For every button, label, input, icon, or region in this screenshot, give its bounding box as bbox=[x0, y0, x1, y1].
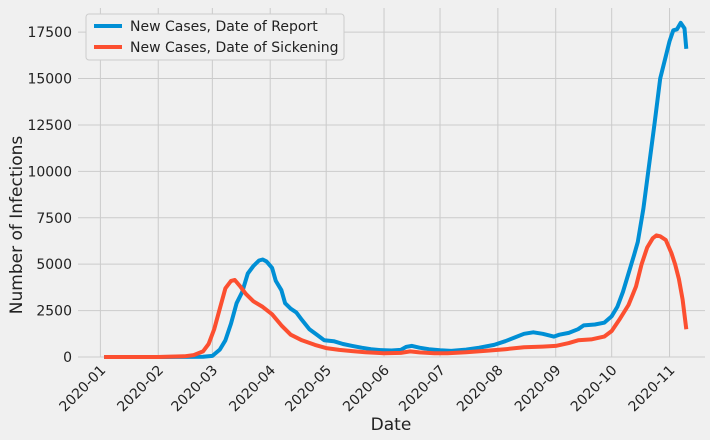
series-lines bbox=[104, 20, 689, 359]
x-tick-label: 2020-11 bbox=[626, 363, 679, 416]
y-tick-label: 10000 bbox=[27, 164, 72, 180]
y-tick-label: 2500 bbox=[36, 304, 72, 320]
x-tick-label: 2020-08 bbox=[454, 363, 507, 416]
x-tick-label: 2020-02 bbox=[114, 363, 167, 416]
x-tick-label: 2020-05 bbox=[282, 363, 335, 416]
series-line-1 bbox=[104, 20, 689, 359]
y-tick-label: 15000 bbox=[27, 72, 72, 88]
legend-label-1: New Cases, Date of Report bbox=[130, 19, 318, 35]
legend-box bbox=[85, 13, 345, 61]
x-tick-label: 2020-01 bbox=[57, 363, 110, 416]
legend-label-2: New Cases, Date of Sickening bbox=[130, 40, 339, 56]
y-tick-label: 5000 bbox=[36, 257, 72, 273]
y-tick-label: 12500 bbox=[27, 118, 72, 134]
x-tick-label: 2020-03 bbox=[169, 363, 222, 416]
y-tick-label: 0 bbox=[63, 350, 72, 366]
x-tick-label: 2020-04 bbox=[226, 362, 279, 415]
x-tick-label: 2020-10 bbox=[568, 363, 621, 416]
x-axis-label: Date bbox=[371, 415, 412, 435]
x-tick-label: 2020-09 bbox=[512, 363, 565, 416]
y-tick-label: 17500 bbox=[27, 25, 72, 41]
legend: New Cases, Date of Report New Cases, Date… bbox=[85, 13, 345, 61]
x-tick-label: 2020-07 bbox=[396, 363, 449, 416]
x-tick-labels: 2020-01 2020-02 2020-03 2020-04 2020-05 2020-… bbox=[57, 362, 679, 415]
x-tick-label: 2020-06 bbox=[340, 362, 393, 415]
y-tick-labels: 0 2500 5000 7500 10000 12500 15000 17500 bbox=[27, 25, 72, 366]
y-axis-label: Number of Infections bbox=[7, 136, 27, 315]
series-line-2 bbox=[104, 233, 689, 359]
y-tick-label: 7500 bbox=[36, 211, 72, 227]
